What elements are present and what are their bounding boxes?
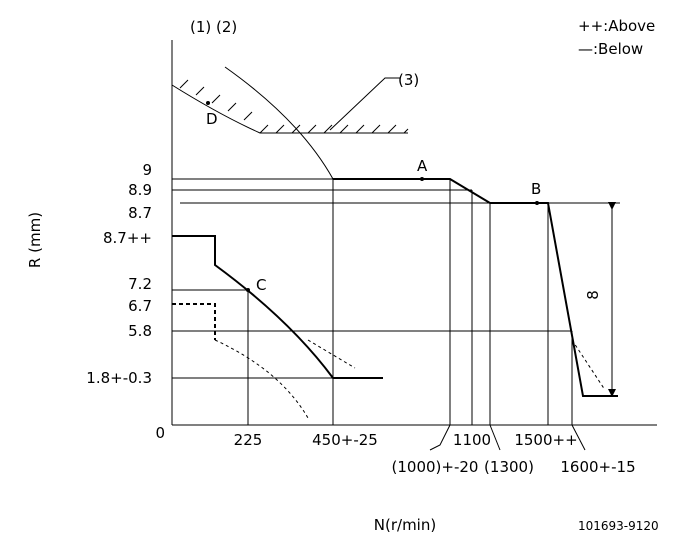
axis-label: (1300) [484,458,534,476]
axis-label: 7.2 [128,275,152,293]
axis-label: 9 [142,161,152,179]
legend-below: —:Below [578,40,643,58]
axis-label: 6.7 [128,297,152,315]
y-labels: 9 8.9 8.7 8.7++ 7.2 6.7 5.8 1.8+-0.3 0 [86,161,165,442]
point-label: C [256,276,266,294]
axis-label: 1600+-15 [560,458,635,476]
dimension: 8 [584,290,602,300]
axis-label: 5.8 [128,322,152,340]
y-label: R (mm) [26,212,44,268]
legend-above: ++:Above [578,17,655,35]
lines [171,40,657,451]
axis-label: 1.8+-0.3 [86,369,152,387]
figure-refs: (1) (2) [190,18,237,36]
point-label: A [417,157,428,175]
code: 101693-9120 [578,519,659,533]
axis-label: 0 [155,424,165,442]
axis-label: 450+-25 [312,431,378,449]
reference: (3) [398,71,419,89]
axis-label: 8.7 [128,204,152,222]
axis-label: 1500++ [514,431,577,449]
x-labels: 225 450+-25 1100 1500++ (1000)+-20 (1300) 1600… [234,431,636,476]
axis-label: 1100 [453,431,491,449]
axis-label: 8.7++ [103,229,152,247]
point-label: B [531,180,541,198]
axis-label: 8.9 [128,181,152,199]
axis-label: (1000)+-20 [392,458,479,476]
point-label: D [206,110,218,128]
axis-label: 225 [234,431,263,449]
x-label: N(r/min) [374,516,436,534]
